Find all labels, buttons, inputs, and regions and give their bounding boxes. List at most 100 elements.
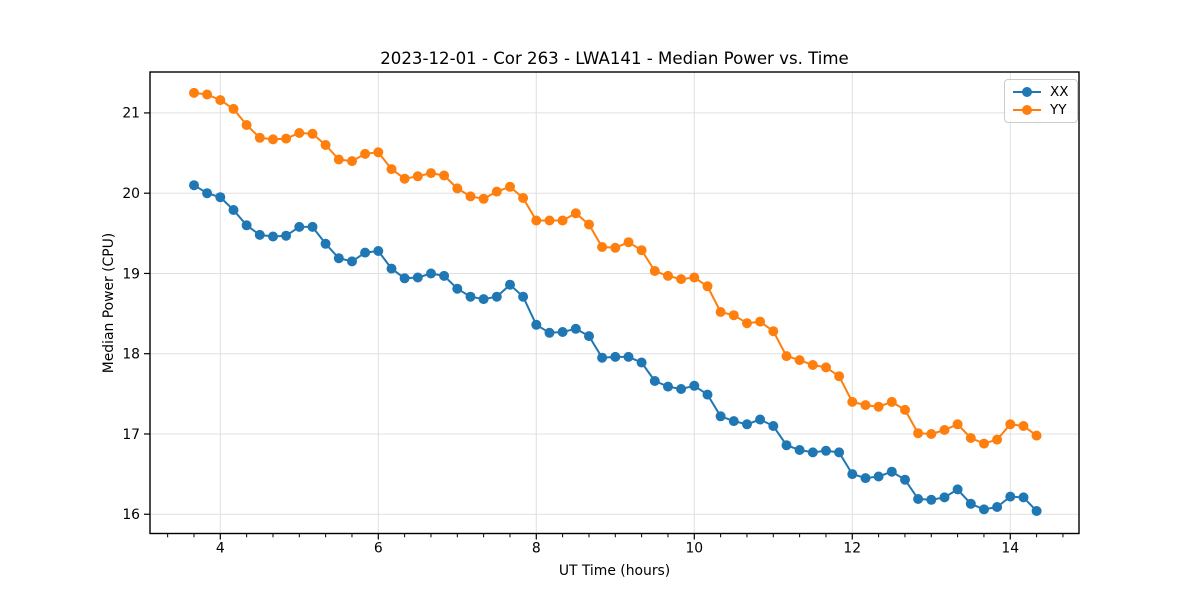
series-xx-marker bbox=[281, 230, 292, 241]
series-xx-marker bbox=[412, 272, 423, 283]
series-xx-marker bbox=[557, 327, 568, 337]
series-xx-marker bbox=[676, 384, 687, 394]
x-tick-label: 12 bbox=[843, 541, 861, 557]
series-xx-marker bbox=[926, 494, 937, 505]
series-xx-marker bbox=[992, 502, 1003, 512]
series-xx-marker bbox=[505, 279, 515, 290]
series-xx-marker bbox=[873, 471, 884, 482]
series-yy-marker bbox=[755, 316, 766, 327]
series-xx-marker bbox=[189, 180, 199, 191]
series-yy-marker bbox=[689, 272, 700, 283]
series-xx-marker bbox=[821, 445, 831, 456]
series-yy-marker bbox=[886, 396, 897, 407]
series-yy-marker bbox=[1005, 419, 1016, 430]
series-xx-marker bbox=[241, 220, 252, 231]
series-xx-marker bbox=[465, 291, 476, 302]
series-xx-marker bbox=[452, 283, 463, 294]
series-xx-marker bbox=[702, 389, 713, 400]
series-yy-marker bbox=[610, 242, 621, 253]
series-yy-marker bbox=[228, 103, 239, 114]
series-xx-marker bbox=[913, 494, 924, 504]
legend-item-yy: YY bbox=[1012, 103, 1069, 117]
series-xx-marker bbox=[215, 192, 226, 203]
series-yy-marker bbox=[439, 170, 450, 181]
series-yy-marker bbox=[333, 154, 344, 165]
series-yy-marker bbox=[952, 419, 963, 430]
series-yy-marker bbox=[939, 425, 950, 435]
series-xx-marker bbox=[663, 381, 673, 392]
series-yy-marker bbox=[360, 148, 371, 159]
series-yy-marker bbox=[900, 404, 910, 415]
series-yy-marker bbox=[478, 193, 489, 204]
series-xx-marker bbox=[439, 270, 450, 281]
y-tick-label: 16 bbox=[122, 507, 140, 523]
series-yy-marker bbox=[860, 400, 871, 411]
series-yy-marker bbox=[386, 164, 397, 175]
series-yy-marker bbox=[557, 215, 568, 226]
series-yy-marker bbox=[307, 128, 318, 139]
series-yy-marker bbox=[794, 355, 805, 366]
series-yy-marker bbox=[268, 134, 278, 145]
y-tick-label: 20 bbox=[122, 186, 140, 202]
series-xx-marker bbox=[939, 492, 950, 503]
legend-item-xx: XX bbox=[1012, 85, 1069, 99]
series-xx-marker bbox=[886, 466, 897, 477]
series-yy-marker bbox=[992, 434, 1003, 445]
y-tick-label: 17 bbox=[122, 427, 140, 443]
series-xx-marker bbox=[636, 357, 647, 368]
series-xx-marker bbox=[294, 221, 305, 232]
series-yy-marker bbox=[873, 401, 884, 412]
series-yy-marker bbox=[544, 215, 555, 226]
series-xx-marker bbox=[1018, 492, 1029, 503]
series-yy-marker bbox=[254, 132, 265, 143]
legend-label-xx: XX bbox=[1050, 84, 1069, 100]
series-xx-marker bbox=[649, 376, 660, 386]
series-xx-marker bbox=[228, 205, 239, 215]
series-xx-marker bbox=[1005, 491, 1016, 502]
series-yy-marker bbox=[728, 310, 739, 321]
y-tick-label: 21 bbox=[122, 106, 140, 122]
series-xx-marker bbox=[794, 445, 805, 455]
series-xx-marker bbox=[320, 238, 331, 249]
series-xx-marker bbox=[399, 273, 410, 284]
series-xx-marker bbox=[597, 352, 608, 363]
x-tick-label: 8 bbox=[532, 541, 541, 557]
series-yy-marker bbox=[649, 266, 660, 276]
series-xx-marker bbox=[979, 504, 989, 515]
series-yy-marker bbox=[518, 193, 529, 203]
series-xx-marker bbox=[807, 447, 818, 458]
series-xx-marker bbox=[728, 416, 739, 427]
series-yy-marker bbox=[215, 95, 226, 106]
series-xx-marker bbox=[768, 421, 779, 431]
series-xx-marker bbox=[426, 268, 436, 279]
x-tick-label: 10 bbox=[685, 541, 703, 557]
x-tick-label: 4 bbox=[216, 541, 225, 557]
series-yy-marker bbox=[281, 133, 292, 144]
series-yy-marker bbox=[663, 270, 673, 281]
series-xx-marker bbox=[386, 263, 397, 274]
series-xx-marker bbox=[307, 221, 318, 232]
series-xx-marker bbox=[623, 351, 634, 362]
axes-spines bbox=[149, 71, 1080, 535]
series-yy-marker bbox=[926, 429, 937, 439]
series-yy-marker bbox=[399, 173, 410, 184]
series-xx-marker bbox=[544, 327, 555, 338]
series-xx-marker bbox=[584, 331, 594, 342]
series-yy-marker bbox=[584, 219, 594, 230]
x-tick-label: 14 bbox=[1001, 541, 1019, 557]
series-xx-marker bbox=[347, 256, 357, 267]
series-yy-marker bbox=[636, 245, 647, 256]
series-xx-marker bbox=[847, 469, 858, 480]
series-yy-marker bbox=[426, 168, 436, 179]
series-yy-marker bbox=[676, 274, 687, 285]
legend-line-sample-xx bbox=[1013, 87, 1041, 97]
series-xx-marker bbox=[531, 319, 542, 330]
series-yy-marker bbox=[412, 171, 423, 182]
series-xx-marker bbox=[834, 447, 845, 458]
series-yy-marker bbox=[623, 237, 634, 248]
series-yy-marker bbox=[834, 371, 845, 382]
series-yy-marker bbox=[715, 307, 726, 317]
series-yy-marker bbox=[570, 208, 581, 219]
series-yy-marker bbox=[965, 433, 976, 443]
